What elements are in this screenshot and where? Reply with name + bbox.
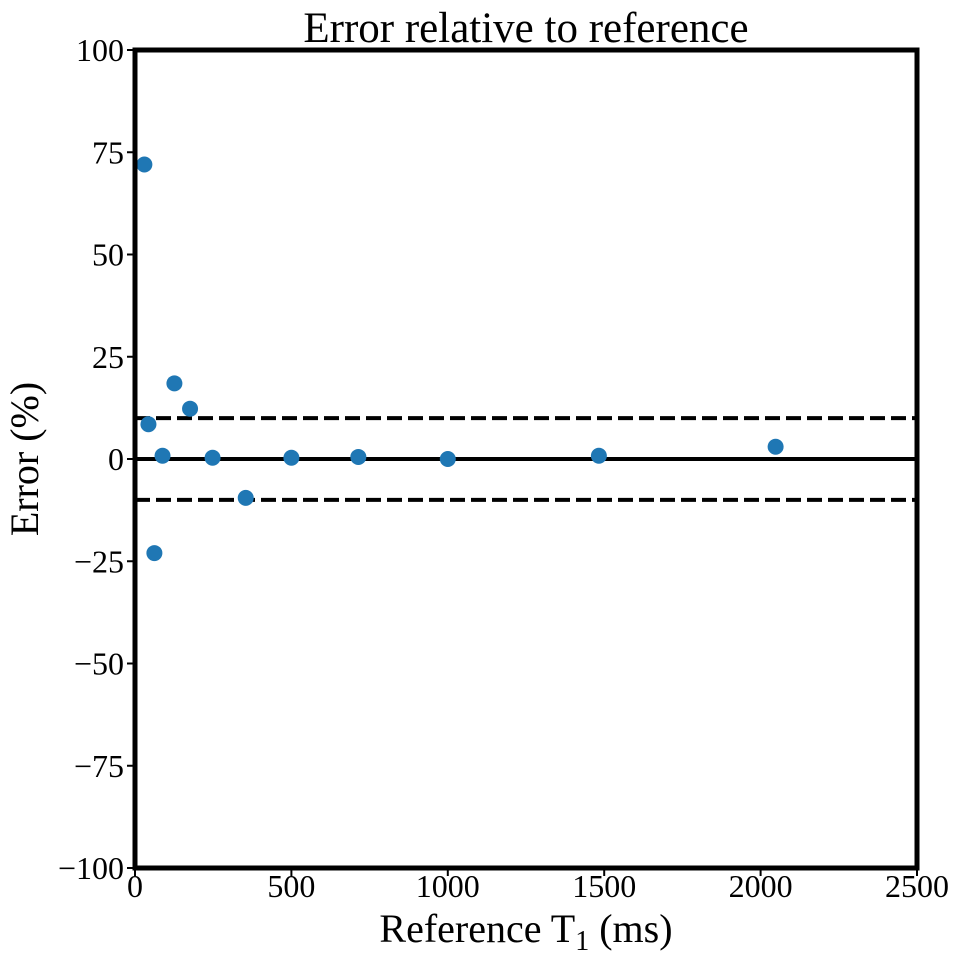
data-point [204, 449, 221, 466]
chart-title: Error relative to reference [303, 5, 748, 52]
data-point [146, 545, 163, 562]
y-axis-ticks: −100 −75 −50 −25 0 25 50 75 100 [58, 32, 135, 886]
y-tick-label: 75 [92, 134, 124, 170]
x-tick-label: 0 [127, 868, 143, 904]
y-tick-label: −25 [74, 543, 124, 579]
data-point [590, 447, 607, 464]
data-point [140, 416, 157, 433]
x-axis-title: Reference T1 (ms) [379, 906, 672, 957]
x-axis-title-main: Reference T [379, 906, 575, 951]
y-axis-title: Error (%) [2, 382, 47, 536]
y-tick-label: −75 [74, 748, 124, 784]
y-tick-label: 100 [76, 32, 124, 68]
x-tick-label: 1000 [416, 868, 480, 904]
x-tick-label: 1500 [572, 868, 636, 904]
data-point [439, 451, 456, 467]
data-point [767, 438, 784, 455]
reference-lines [135, 416, 917, 502]
x-axis-ticks: 0 500 1000 1500 2000 2500 [127, 868, 949, 904]
data-point [350, 448, 367, 465]
y-tick-label: 25 [92, 339, 124, 375]
x-axis-title-subscript: 1 [575, 926, 589, 957]
data-point [237, 489, 254, 506]
data-point [283, 449, 300, 466]
data-point [154, 447, 171, 464]
data-point [136, 156, 153, 173]
x-tick-label: 2000 [729, 868, 793, 904]
y-tick-label: −100 [58, 850, 124, 886]
y-tick-label: 0 [108, 441, 124, 477]
data-point [166, 375, 183, 392]
y-tick-label: 50 [92, 237, 124, 273]
y-tick-label: −50 [74, 646, 124, 682]
x-axis-title-unit: (ms) [589, 906, 672, 951]
x-tick-label: 2500 [885, 868, 949, 904]
data-point [182, 400, 199, 417]
x-tick-label: 500 [267, 868, 315, 904]
data-points [136, 156, 784, 562]
